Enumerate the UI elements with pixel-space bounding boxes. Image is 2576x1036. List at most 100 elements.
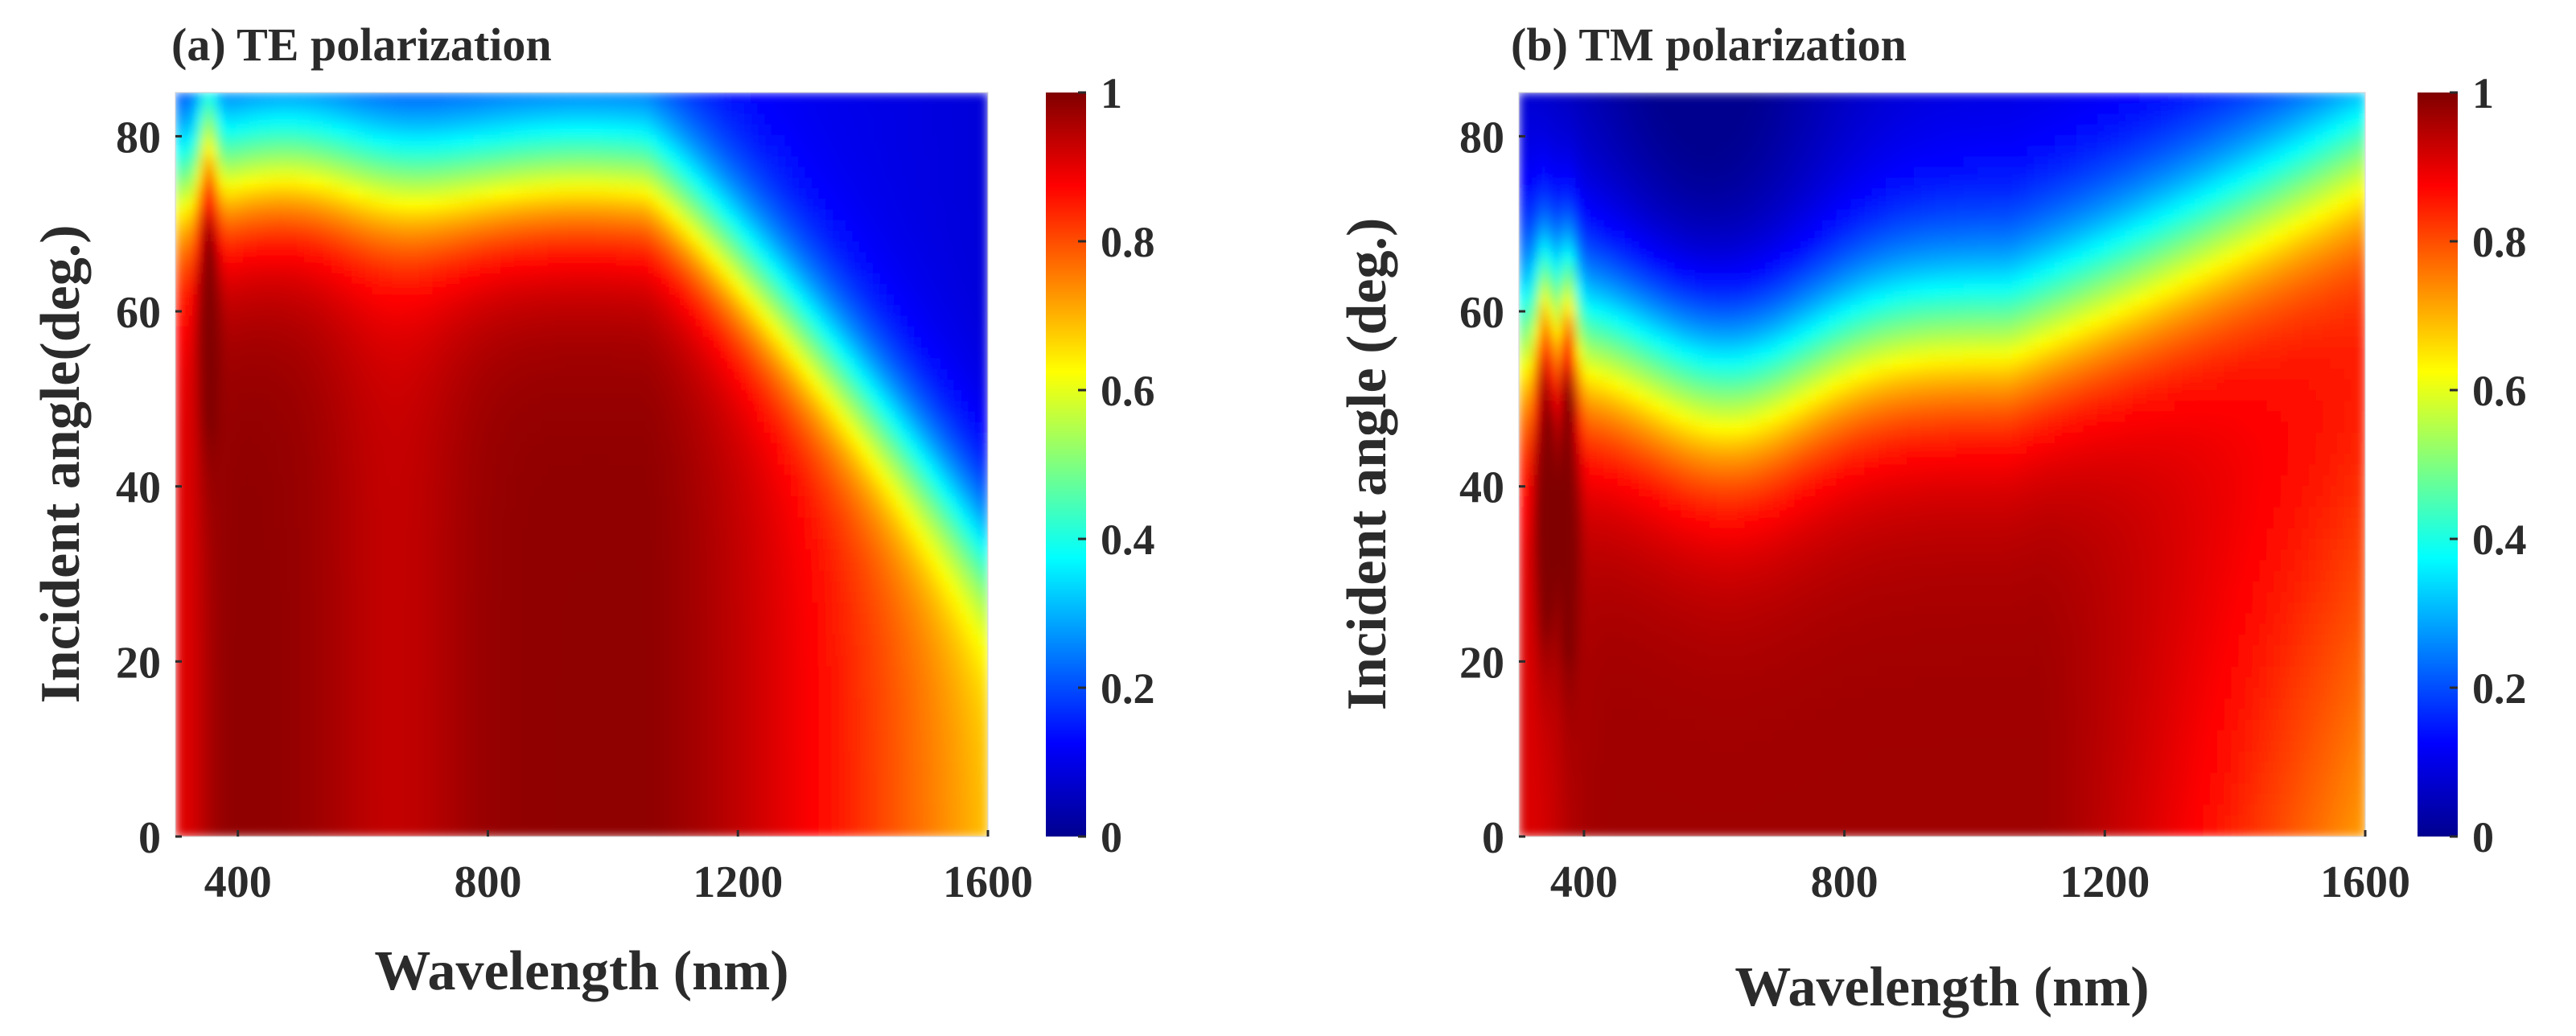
heatmap-cell <box>331 134 339 146</box>
heatmap-cell <box>473 676 481 689</box>
heatmap-cell <box>426 634 434 646</box>
heatmap-cell <box>568 113 576 125</box>
heatmap-cell <box>182 283 190 295</box>
heatmap-cell <box>595 411 603 423</box>
heatmap-cell <box>344 634 352 646</box>
heatmap-cell <box>398 443 406 455</box>
heatmap-cell <box>459 146 467 158</box>
heatmap-cell <box>175 230 183 242</box>
heatmap-cell <box>642 783 650 795</box>
heatmap-cell <box>378 315 386 327</box>
heatmap-cell <box>479 166 488 179</box>
heatmap-cell <box>493 421 501 434</box>
heatmap-cell <box>344 390 352 402</box>
heatmap-cell <box>175 421 183 434</box>
heatmap-cell <box>175 347 183 360</box>
heatmap-cell <box>622 570 630 582</box>
heatmap-cell <box>534 273 542 285</box>
heatmap-cell <box>317 411 325 423</box>
heatmap-cell <box>432 347 441 360</box>
heatmap-cell <box>297 539 305 551</box>
heatmap-cell <box>493 528 501 540</box>
heatmap-cell <box>303 401 312 413</box>
heatmap-cell <box>263 602 271 615</box>
heatmap-cell <box>493 581 501 593</box>
heatmap-cell <box>547 347 556 360</box>
heatmap-cell <box>236 177 244 189</box>
heatmap-cell <box>270 379 278 391</box>
heatmap-cell <box>602 390 610 402</box>
heatmap-cell <box>243 241 251 253</box>
heatmap-cell <box>297 146 305 158</box>
heatmap-cell <box>487 688 495 700</box>
heatmap-cell <box>453 124 461 136</box>
heatmap-cell <box>257 134 265 146</box>
heatmap-cell <box>398 666 406 678</box>
heatmap-cell <box>582 794 590 806</box>
heatmap-cell <box>229 507 237 519</box>
heatmap-cell <box>182 507 190 519</box>
heatmap-cell <box>466 709 475 721</box>
heatmap-cell <box>344 166 352 179</box>
heatmap-cell <box>229 336 237 348</box>
heatmap-cell <box>283 645 291 657</box>
heatmap-cell <box>615 421 623 434</box>
heatmap-cell <box>392 347 400 360</box>
heatmap-cell <box>521 134 529 146</box>
heatmap-cell <box>473 709 481 721</box>
heatmap-cell <box>257 496 265 508</box>
heatmap-cell <box>338 539 346 551</box>
heatmap-cell <box>195 454 204 466</box>
heatmap-cell <box>290 783 298 795</box>
heatmap-cell <box>568 411 576 423</box>
heatmap-cell <box>398 146 406 158</box>
heatmap-cell <box>568 315 576 327</box>
heatmap-cell <box>439 698 447 710</box>
heatmap-cell <box>608 751 616 763</box>
heatmap-cell <box>649 294 657 306</box>
heatmap-cell <box>507 103 515 115</box>
heatmap-cell <box>628 634 637 646</box>
heatmap-cell <box>358 113 366 125</box>
heatmap-cell <box>473 698 481 710</box>
heatmap-cell <box>392 560 400 572</box>
heatmap-cell <box>344 187 352 199</box>
heatmap-cell <box>364 485 372 497</box>
heatmap-cell <box>277 146 285 158</box>
heatmap-cell <box>338 783 346 795</box>
heatmap-cell <box>412 815 420 827</box>
heatmap-cell <box>561 199 569 211</box>
heatmap-cell <box>547 326 556 338</box>
heatmap-cell <box>554 432 562 444</box>
heatmap-cell <box>344 709 352 721</box>
heatmap-cell <box>311 294 319 306</box>
heatmap-cell <box>243 741 251 753</box>
heatmap-cell <box>466 283 475 295</box>
heatmap-cell <box>270 676 278 689</box>
heatmap-cell <box>453 113 461 125</box>
heatmap-cell <box>656 113 664 125</box>
heatmap-cell <box>602 688 610 700</box>
heatmap-cell <box>473 772 481 784</box>
heatmap-cell <box>290 613 298 625</box>
heatmap-cell <box>324 804 332 816</box>
heatmap-cell <box>372 688 380 700</box>
heatmap-cell <box>277 570 285 582</box>
heatmap-cell <box>195 220 204 232</box>
heatmap-cell <box>385 676 393 689</box>
heatmap-cell <box>324 113 332 125</box>
heatmap-cell <box>534 517 542 529</box>
heatmap-cell <box>236 613 244 625</box>
heatmap-cell <box>547 156 556 168</box>
heatmap-cell <box>615 730 623 742</box>
heatmap-cell <box>642 230 650 242</box>
heatmap-cell <box>188 209 197 221</box>
heatmap-cell <box>277 645 285 657</box>
heatmap-cell <box>358 496 366 508</box>
heatmap-cell <box>459 496 467 508</box>
heatmap-cell <box>649 676 657 689</box>
heatmap-cell <box>622 336 630 348</box>
heatmap-cell <box>554 273 562 285</box>
heatmap-cell <box>568 209 576 221</box>
heatmap-cell <box>412 634 420 646</box>
